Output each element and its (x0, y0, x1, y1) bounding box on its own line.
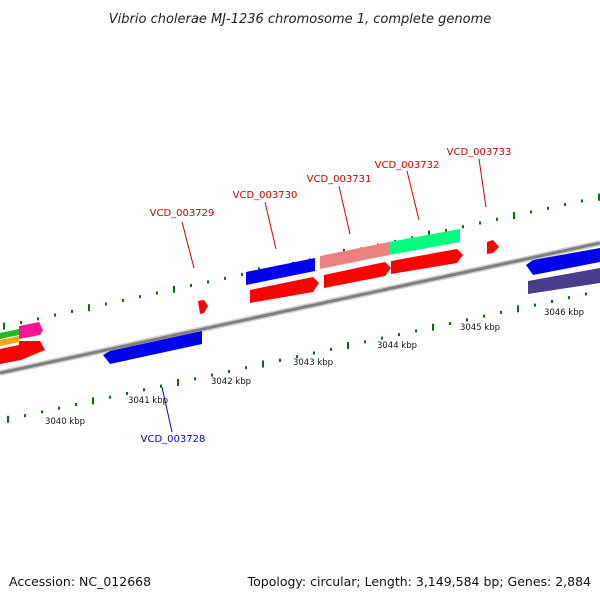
gene-labels: VCD_003728 VCD_003729 VCD_003730 VCD_003… (141, 147, 512, 445)
scale-label: 3045 kbp (460, 323, 500, 333)
feature-vcd-003731[interactable] (320, 242, 389, 269)
gene-label-vcd-003733[interactable]: VCD_003733 (447, 147, 512, 158)
accession-text: Accession: NC_012668 (9, 574, 151, 589)
gene-leaders (161, 158, 487, 433)
feature-slate-right[interactable] (528, 268, 600, 294)
map-title: Vibrio cholerae MJ-1236 chromosome 1, co… (109, 12, 491, 27)
feature-red-arrow-c[interactable] (391, 249, 463, 274)
feature-orange-partial[interactable] (0, 336, 19, 346)
gene-label-vcd-003732[interactable]: VCD_003732 (375, 160, 440, 171)
feature-vcd-003728[interactable] (103, 331, 202, 364)
scale-label: 3043 kbp (293, 358, 333, 368)
feature-vcd-003730[interactable] (246, 258, 315, 285)
gene-label-vcd-003729[interactable]: VCD_003729 (150, 208, 215, 219)
summary-text: Topology: circular; Length: 3,149,584 bp… (247, 574, 591, 589)
feature-blue-right[interactable] (526, 248, 600, 275)
reverse-features (103, 248, 600, 364)
scale-label: 3040 kbp (45, 417, 85, 427)
feature-red-arrow-b[interactable] (324, 262, 391, 288)
feature-red-small-1[interactable] (198, 300, 208, 314)
scale-labels: 3040 kbp 3041 kbp 3042 kbp 3043 kbp 3044… (45, 308, 584, 427)
scale-label: 3044 kbp (377, 341, 417, 351)
leader-vcd-003733 (478, 158, 487, 208)
leader-vcd-003728 (161, 386, 173, 433)
forward-features (0, 229, 499, 364)
backbone (0, 240, 600, 376)
feature-pink-partial[interactable] (19, 322, 43, 339)
leader-vcd-003730 (264, 201, 277, 250)
scale-label: 3041 kbp (128, 396, 168, 406)
gene-label-vcd-003728[interactable]: VCD_003728 (141, 434, 206, 445)
gene-label-vcd-003730[interactable]: VCD_003730 (233, 190, 298, 201)
leader-vcd-003731 (338, 185, 351, 235)
feature-vcd-003732[interactable] (389, 229, 460, 255)
leader-vcd-003729 (181, 221, 195, 269)
scale-label: 3042 kbp (211, 377, 251, 387)
feature-red-partial[interactable] (0, 341, 45, 364)
feature-green-partial[interactable] (0, 329, 19, 339)
gene-label-vcd-003731[interactable]: VCD_003731 (307, 174, 372, 185)
leader-vcd-003732 (406, 170, 420, 221)
scale-label: 3046 kbp (544, 308, 584, 318)
feature-red-arrow-a[interactable] (250, 277, 319, 303)
feature-red-small-2[interactable] (487, 240, 499, 254)
